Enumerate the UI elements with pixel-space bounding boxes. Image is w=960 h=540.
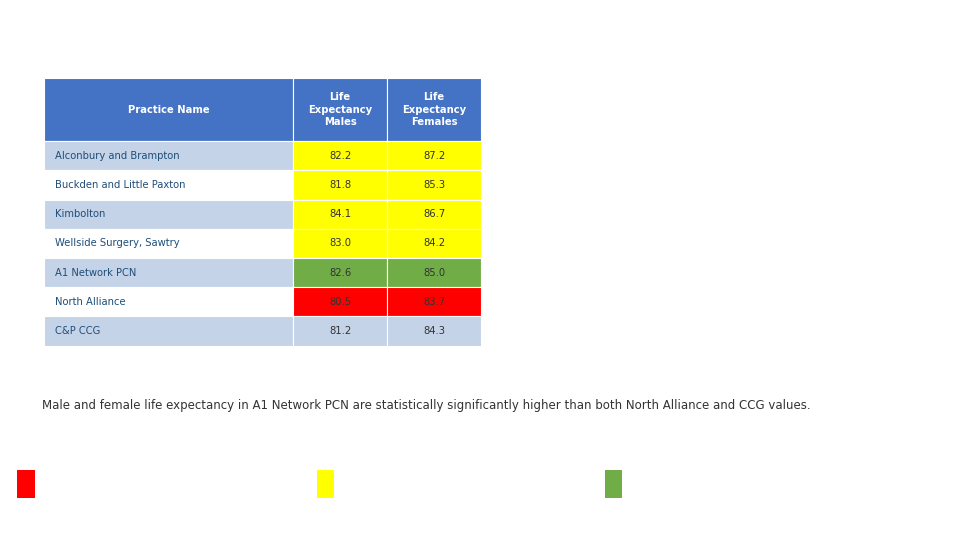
Bar: [293, 287, 387, 316]
Text: 84.2: 84.2: [423, 238, 445, 248]
Text: Kimbolton: Kimbolton: [55, 209, 106, 219]
Bar: [293, 170, 387, 200]
Bar: [387, 78, 481, 141]
Text: Wellside Surgery, Sawtry: Wellside Surgery, Sawtry: [55, 238, 180, 248]
Text: Life
Expectancy
Males: Life Expectancy Males: [308, 92, 372, 127]
Text: North Alliance: North Alliance: [55, 297, 126, 307]
Bar: [387, 287, 481, 316]
Text: 83.0: 83.0: [329, 238, 351, 248]
Bar: [293, 316, 387, 346]
Text: statistically significantly lower than next level in hierarchy: statistically significantly lower than n…: [44, 480, 322, 489]
Bar: [293, 258, 387, 287]
Bar: [605, 470, 622, 498]
Bar: [387, 170, 481, 200]
Bar: [44, 258, 293, 287]
Bar: [44, 200, 293, 229]
Text: Life
Expectancy
Females: Life Expectancy Females: [402, 92, 466, 127]
Text: 82.6: 82.6: [329, 267, 351, 278]
Bar: [387, 258, 481, 287]
Text: Source: C&P PHI based, derived from NHS Digital Civil Registration data and GP r: Source: C&P PHI based, derived from NHS …: [17, 521, 557, 530]
Bar: [293, 141, 387, 170]
Bar: [317, 470, 334, 498]
Text: 83.7: 83.7: [423, 297, 445, 307]
Bar: [44, 170, 293, 200]
Bar: [17, 470, 35, 498]
Bar: [44, 316, 293, 346]
Bar: [293, 200, 387, 229]
Text: statistically significantly higher then next level in hierarchy: statistically significantly higher then …: [632, 480, 914, 489]
Text: Life expectancy: Life expectancy: [10, 11, 157, 29]
Bar: [387, 229, 481, 258]
Bar: [44, 287, 293, 316]
Text: Buckden and Little Paxton: Buckden and Little Paxton: [55, 180, 185, 190]
Text: 84.3: 84.3: [423, 326, 445, 336]
Text: 81.8: 81.8: [329, 180, 351, 190]
Text: Practice Name: Practice Name: [128, 105, 209, 114]
Text: Alconbury and Brampton: Alconbury and Brampton: [55, 151, 180, 161]
Text: 85.3: 85.3: [423, 180, 445, 190]
Text: 84.1: 84.1: [329, 209, 351, 219]
Text: A1 Network PCN: A1 Network PCN: [55, 267, 136, 278]
Text: 87.2: 87.2: [422, 151, 445, 161]
Text: 81.2: 81.2: [329, 326, 351, 336]
Bar: [387, 200, 481, 229]
Bar: [293, 229, 387, 258]
Text: 86.7: 86.7: [422, 209, 445, 219]
Text: 85.0: 85.0: [423, 267, 445, 278]
Bar: [387, 141, 481, 170]
Text: 82.2: 82.2: [329, 151, 351, 161]
Text: statistically similar to next level in hierarchy: statistically similar to next level in h…: [344, 480, 555, 489]
Bar: [44, 78, 293, 141]
Text: Male and female life expectancy in A1 Network PCN are statistically significantl: Male and female life expectancy in A1 Ne…: [42, 399, 811, 412]
Bar: [44, 141, 293, 170]
Text: 80.5: 80.5: [329, 297, 351, 307]
Bar: [387, 316, 481, 346]
Bar: [293, 78, 387, 141]
Text: C&P CCG: C&P CCG: [55, 326, 101, 336]
Bar: [44, 229, 293, 258]
